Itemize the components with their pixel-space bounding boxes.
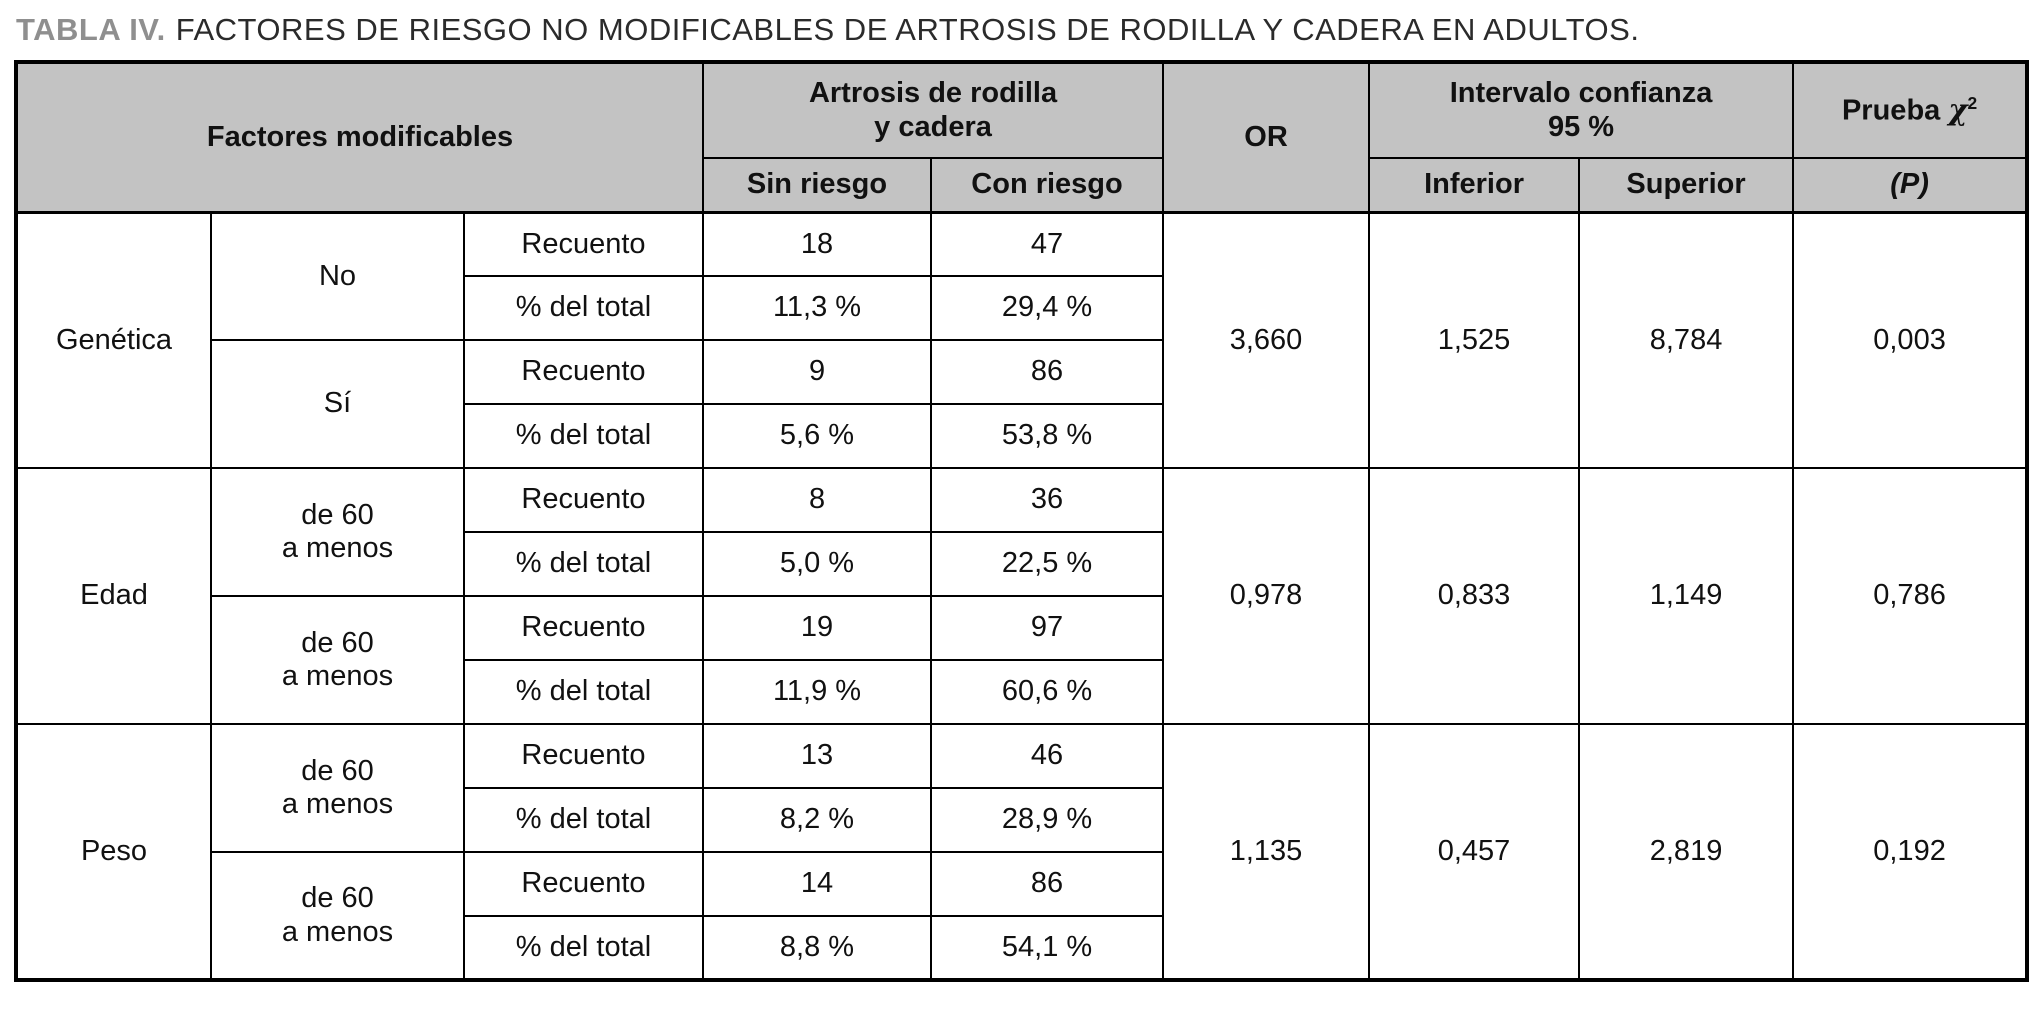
table-row: % del total 5,0 % 22,5 % bbox=[16, 531, 2027, 597]
header-prueba-chi2: Prueba χ2 bbox=[1792, 61, 2029, 159]
measure-label: Recuento bbox=[462, 467, 705, 533]
table-row: Genética No Recuento 18 47 3,660 1,525 8… bbox=[15, 211, 2029, 469]
header-sin-riesgo: Sin riesgo bbox=[702, 157, 933, 213]
value-sin-riesgo: 8,8 % bbox=[702, 915, 933, 981]
measure-label: Recuento bbox=[462, 595, 705, 661]
value-con-riesgo: 54,1 % bbox=[930, 915, 1165, 981]
inferior-cell: 0,457 bbox=[1368, 723, 1581, 981]
value-sin-riesgo: 5,6 % bbox=[702, 403, 933, 469]
superior-cell: 1,149 bbox=[1578, 467, 1795, 725]
or-cell: 1,135 bbox=[1162, 723, 1371, 981]
or-cell: 3,660 bbox=[1162, 211, 1371, 469]
inferior-cell: 0,833 bbox=[1368, 467, 1581, 725]
value-con-riesgo: 97 bbox=[930, 595, 1165, 661]
measure-label: Recuento bbox=[462, 339, 705, 405]
measure-label: % del total bbox=[462, 403, 705, 469]
value-con-riesgo: 53,8 % bbox=[930, 403, 1165, 469]
table-row: Edad de 60 a menos Recuento 8 36 0,978 0… bbox=[15, 467, 2029, 725]
page: TABLA IV. FACTORES DE RIESGO NO MODIFICAB… bbox=[14, 12, 2030, 982]
header-con-riesgo: Con riesgo bbox=[930, 157, 1165, 213]
measure-label: % del total bbox=[462, 915, 705, 981]
level-cell: de 60 a menos bbox=[210, 851, 465, 981]
value-con-riesgo: 86 bbox=[930, 339, 1165, 405]
table-title-text: FACTORES DE RIESGO NO MODIFICABLES DE AR… bbox=[175, 12, 1640, 47]
header-superior: Superior bbox=[1578, 157, 1795, 213]
value-con-riesgo: 29,4 % bbox=[930, 275, 1165, 341]
measure-label: Recuento bbox=[462, 851, 705, 917]
value-sin-riesgo: 8,2 % bbox=[702, 787, 933, 853]
or-cell: 0,978 bbox=[1162, 467, 1371, 725]
value-sin-riesgo: 5,0 % bbox=[702, 531, 933, 597]
measure-label: % del total bbox=[462, 531, 705, 597]
header-p-value: (P) bbox=[1792, 157, 2029, 213]
table-row: % del total 8,2 % 28,9 % bbox=[16, 787, 2027, 853]
table-row: % del total 11,9 % 60,6 % bbox=[16, 659, 2027, 725]
superior-cell: 2,819 bbox=[1578, 723, 1795, 981]
table-row: de 60 a menos Recuento 19 97 bbox=[16, 595, 2027, 725]
value-sin-riesgo: 19 bbox=[702, 595, 933, 661]
measure-label: % del total bbox=[462, 787, 705, 853]
table-row: % del total 8,8 % 54,1 % bbox=[16, 915, 2027, 981]
superior-cell: 8,784 bbox=[1578, 211, 1795, 469]
value-sin-riesgo: 8 bbox=[702, 467, 933, 533]
value-con-riesgo: 86 bbox=[930, 851, 1165, 917]
value-sin-riesgo: 18 bbox=[702, 211, 933, 277]
table-title-label: TABLA IV. bbox=[16, 12, 166, 47]
p-cell: 0,192 bbox=[1792, 723, 2029, 981]
measure-label: Recuento bbox=[462, 723, 705, 789]
factor-cell-genetica: Genética bbox=[15, 211, 212, 469]
table-row: de 60 a menos Recuento 14 86 bbox=[16, 851, 2027, 981]
risk-factors-table: Factores modificables Artrosis de rodill… bbox=[14, 60, 2030, 982]
header-factores-modificables: Factores modificables bbox=[14, 61, 705, 213]
value-sin-riesgo: 9 bbox=[702, 339, 933, 405]
value-con-riesgo: 60,6 % bbox=[930, 659, 1165, 725]
level-cell: de 60 a menos bbox=[210, 595, 465, 725]
value-con-riesgo: 36 bbox=[930, 467, 1165, 533]
value-sin-riesgo: 11,9 % bbox=[702, 659, 933, 725]
value-sin-riesgo: 11,3 % bbox=[702, 275, 933, 341]
p-cell: 0,786 bbox=[1792, 467, 2029, 725]
table-row: Sí Recuento 9 86 bbox=[16, 339, 2027, 469]
header-artrosis: Artrosis de rodilla y cadera bbox=[702, 61, 1165, 159]
table-title: TABLA IV. FACTORES DE RIESGO NO MODIFICAB… bbox=[16, 12, 2025, 48]
measure-label: Recuento bbox=[462, 211, 705, 277]
header-prueba-text: Prueba bbox=[1841, 94, 1941, 127]
measure-label: % del total bbox=[462, 659, 705, 725]
chi-symbol: χ bbox=[1948, 92, 1968, 127]
table-row: % del total 11,3 % 29,4 % bbox=[16, 275, 2027, 341]
inferior-cell: 1,525 bbox=[1368, 211, 1581, 469]
header-inferior: Inferior bbox=[1368, 157, 1581, 213]
header-intervalo-confianza: Intervalo confianza 95 % bbox=[1368, 61, 1795, 159]
header-or: OR bbox=[1162, 61, 1371, 213]
factor-cell-peso: Peso bbox=[15, 723, 212, 981]
factor-cell-edad: Edad bbox=[15, 467, 212, 725]
measure-label: % del total bbox=[462, 275, 705, 341]
table-row: % del total 5,6 % 53,8 % bbox=[16, 403, 2027, 469]
p-cell: 0,003 bbox=[1792, 211, 2029, 469]
level-cell: de 60 a menos bbox=[210, 467, 465, 597]
level-cell: Sí bbox=[210, 339, 465, 469]
value-con-riesgo: 28,9 % bbox=[930, 787, 1165, 853]
value-sin-riesgo: 13 bbox=[702, 723, 933, 789]
chi-exponent: 2 bbox=[1967, 93, 1978, 113]
value-con-riesgo: 47 bbox=[930, 211, 1165, 277]
value-sin-riesgo: 14 bbox=[702, 851, 933, 917]
level-cell: No bbox=[210, 211, 465, 341]
table-row: Peso de 60 a menos Recuento 13 46 1,135 … bbox=[15, 723, 2029, 981]
level-cell: de 60 a menos bbox=[210, 723, 465, 853]
value-con-riesgo: 46 bbox=[930, 723, 1165, 789]
value-con-riesgo: 22,5 % bbox=[930, 531, 1165, 597]
